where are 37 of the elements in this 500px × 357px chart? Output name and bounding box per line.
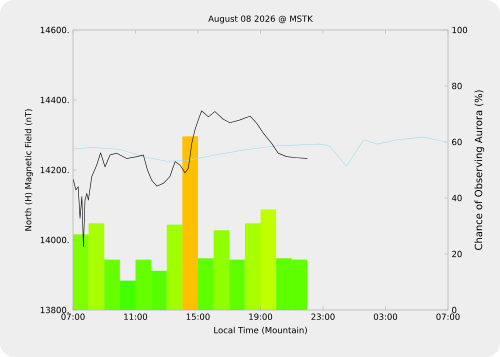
y2-axis-title: Chance of Observing Aurora (%) <box>474 90 484 250</box>
bar <box>104 260 120 310</box>
y2-tick-label: 20 <box>452 250 462 258</box>
bar <box>229 260 245 310</box>
y2-tick-label: 100 <box>452 26 468 34</box>
bar <box>136 260 152 310</box>
y2-tick-label: 40 <box>452 194 462 202</box>
x-tick-label: 07:00 <box>61 314 85 320</box>
bar <box>214 230 230 310</box>
line-series <box>73 110 308 247</box>
x-tick-label: 15:00 <box>186 314 210 320</box>
x-tick-label: 11:00 <box>124 314 148 320</box>
x-tick-label: 23:00 <box>311 314 335 320</box>
y-tick-label: 13800. <box>40 306 69 314</box>
chart-title: August 08 2026 @ MSTK <box>208 15 313 24</box>
y2-tick-label: 0 <box>452 306 456 314</box>
y-tick-label: 14000. <box>40 236 69 244</box>
x-tick-label: 03:00 <box>374 314 398 320</box>
y-axis-title: North (H) Magnetic Field (nT) <box>24 109 34 231</box>
bar <box>166 224 182 310</box>
y-tick-label: 14200. <box>40 166 69 174</box>
bar <box>182 136 198 310</box>
bar <box>260 209 276 310</box>
y2-tick-label: 60 <box>452 138 462 146</box>
bar <box>198 258 214 310</box>
y-tick-label: 14400. <box>40 96 69 104</box>
bar <box>88 223 104 310</box>
bar <box>244 223 261 310</box>
x-tick-label: 07:00 <box>436 314 460 320</box>
x-axis-title: Local Time (Mountain) <box>214 326 307 334</box>
line-series <box>73 136 448 166</box>
x-tick-label: 19:00 <box>249 314 272 320</box>
y-tick-label: 14600. <box>40 26 69 34</box>
bar <box>120 280 136 310</box>
bar <box>73 234 89 310</box>
y2-tick-label: 80 <box>452 82 462 90</box>
bar <box>151 270 167 310</box>
